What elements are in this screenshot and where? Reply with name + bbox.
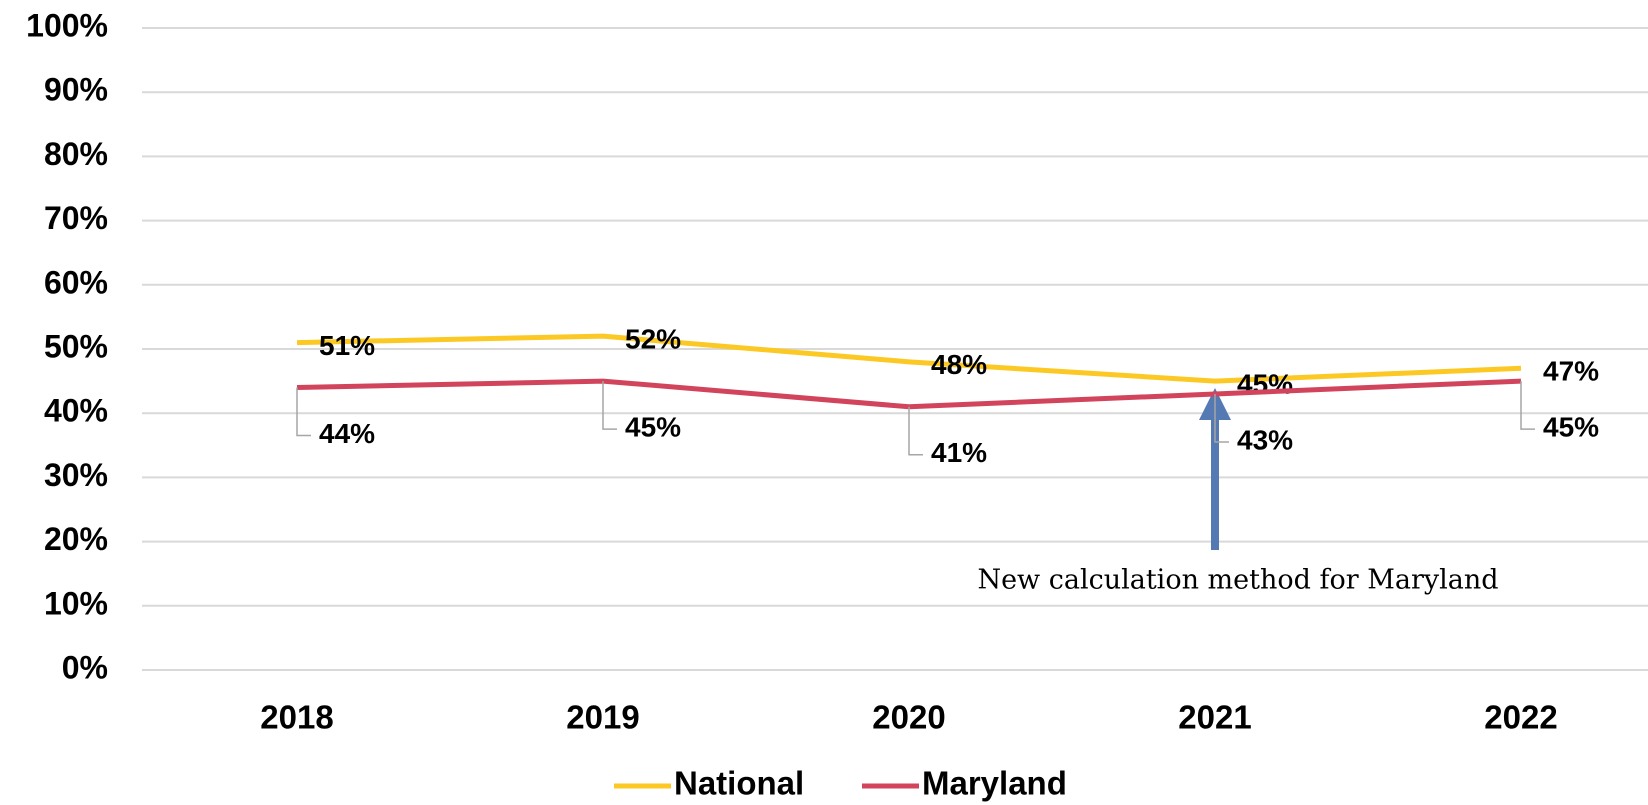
x-tick-label: 2022 — [1484, 699, 1557, 736]
leader-line — [1214, 393, 1229, 443]
legend-label: National — [674, 765, 804, 802]
legend-label: Maryland — [922, 765, 1067, 802]
y-tick-label: 50% — [44, 328, 108, 364]
data-label: 44% — [319, 418, 375, 449]
y-tick-label: 40% — [44, 393, 108, 429]
data-label: 47% — [1543, 356, 1599, 387]
series-line — [296, 333, 1522, 384]
y-tick-label: 90% — [44, 72, 108, 108]
data-label: 45% — [1543, 411, 1599, 442]
y-tick-label: 70% — [44, 200, 108, 236]
y-tick-label: 30% — [44, 457, 108, 493]
y-tick-label: 10% — [44, 585, 108, 621]
data-label: 41% — [931, 437, 987, 468]
x-tick-label: 2018 — [260, 699, 333, 736]
data-label: 48% — [931, 349, 987, 380]
x-tick-label: 2019 — [566, 699, 639, 736]
leader-line — [1520, 381, 1535, 430]
y-tick-label: 0% — [62, 649, 108, 685]
data-label: 52% — [625, 324, 681, 355]
data-label: 45% — [625, 411, 681, 442]
x-tick-label: 2021 — [1178, 699, 1251, 736]
data-label: 43% — [1237, 424, 1293, 455]
leader-line — [296, 387, 311, 437]
x-tick-label: 2020 — [872, 699, 945, 736]
y-tick-label: 100% — [26, 7, 108, 43]
data-label: 51% — [319, 330, 375, 361]
leader-line — [602, 381, 617, 430]
y-tick-label: 80% — [44, 136, 108, 172]
leader-line — [908, 406, 923, 456]
annotation: New calculation method for Maryland — [977, 565, 1498, 596]
series-line — [296, 378, 1522, 410]
y-tick-label: 60% — [44, 264, 108, 300]
y-tick-label: 20% — [44, 521, 108, 557]
